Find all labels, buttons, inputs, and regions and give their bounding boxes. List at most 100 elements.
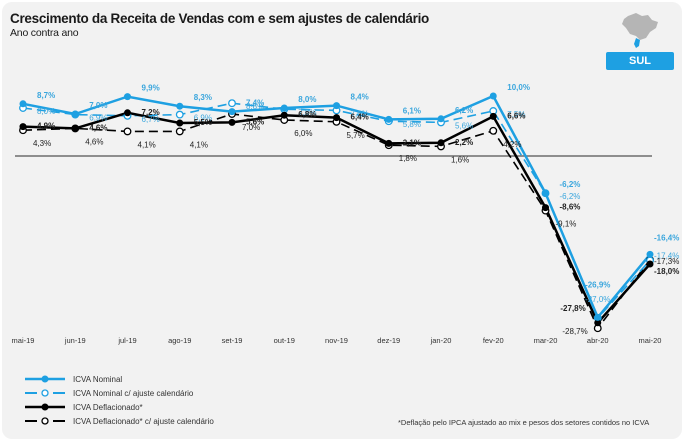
data-label: 9,9% [142,84,160,93]
data-label: 2,1% [403,138,421,147]
data-label: 6,1% [403,106,421,115]
chart-title: Crescimento da Receita de Vendas com e s… [10,11,429,26]
data-label: 7,4% [246,99,264,108]
data-point [175,110,184,119]
data-label: -17,3% [654,257,679,266]
data-point [228,118,236,126]
legend-label: ICVA Deflacionado* c/ ajuste calendário [73,416,214,426]
x-tick-label: jan-20 [430,336,452,345]
data-point [71,110,79,118]
data-point [333,102,340,110]
data-label: 8,4% [351,93,369,102]
data-point [176,119,184,127]
x-tick-label: jul-19 [117,336,136,345]
data-point [333,114,340,122]
x-tick-label: mai-19 [12,336,35,345]
legend-label: ICVA Nominal [73,374,123,384]
brazil-map-icon [622,13,658,48]
data-label: 6,0% [294,129,312,138]
data-point [489,92,497,100]
data-label: 6,2% [455,106,473,115]
data-label: -27,0% [585,295,610,304]
data-label: -17,4% [654,251,679,260]
data-label: 1,6% [451,155,469,164]
data-label: 4,6% [85,137,103,146]
series-line [22,94,651,320]
region-badge: SUL [606,52,674,70]
data-point [385,115,393,123]
legend-swatch-solid-filled [25,375,65,383]
data-point [437,139,445,147]
data-label: -26,9% [585,280,610,289]
data-point [175,127,184,136]
legend-label: ICVA Deflacionado* [73,402,143,412]
data-label: 5,8% [403,120,421,129]
data-label: 4,2% [503,140,521,149]
data-point [228,99,236,108]
series-line [22,102,651,320]
data-label: 6,6% [507,111,525,120]
data-label: 8,7% [37,91,55,100]
data-label: -6,2% [560,180,581,189]
data-label: 7,8% [298,108,316,117]
x-tick-label: abr-20 [587,336,609,345]
data-point [489,126,498,135]
data-point [385,139,393,147]
data-label: 7,0% [89,101,107,110]
data-point [594,319,602,327]
data-label: -28,7% [562,327,587,336]
legend-item-deflacionado: ICVA Deflacionado* [25,400,214,414]
data-label: 6,9% [89,114,107,123]
data-label: 5,5% [194,118,212,127]
data-point [19,123,27,131]
data-label: -27,8% [560,304,585,313]
legend-swatch-solid-filled [25,403,65,411]
x-tick-label: dez-19 [377,336,400,345]
data-label: 4,6% [89,123,107,132]
x-tick-label: jun-19 [64,336,86,345]
data-point [646,250,654,258]
chart-panel [2,2,682,439]
legend-item-nominal-ajuste: ICVA Nominal c/ ajuste calendário [25,386,214,400]
data-label: 6,4% [351,113,369,122]
data-point [489,112,497,120]
footnote: *Deflação pelo IPCA ajustado ao mix e pe… [398,418,650,427]
chart-subtitle: Ano contra ano [10,27,79,39]
data-label: 5,6% [455,121,473,130]
data-label: 4,3% [33,139,51,148]
data-label: 8,0% [298,95,316,104]
legend-swatch-dashed-open [25,417,65,425]
data-point [228,108,236,116]
data-label: 4,1% [190,140,208,149]
x-tick-label: mai-20 [639,336,662,345]
region-indicator: SUL [606,10,674,72]
data-point [123,127,132,136]
data-label: 8,3% [194,93,212,102]
data-label: 6,7% [142,115,160,124]
data-label: 7,0% [242,123,260,132]
data-label: 5,7% [347,131,365,140]
x-tick-label: fev-20 [483,336,504,345]
x-tick-label: ago-19 [168,336,191,345]
x-tick-label: nov-19 [325,336,348,345]
legend-swatch-dashed-open [25,389,65,397]
data-label: 4,9% [37,122,55,131]
data-label: 1,8% [399,154,417,163]
data-label: 6,9% [194,114,212,123]
data-label: 5,6% [246,117,264,126]
data-label: 2,2% [455,138,473,147]
data-point [542,204,549,212]
data-point [280,111,288,119]
data-point [176,102,184,110]
x-tick-label: out-19 [274,336,295,345]
data-label: 4,1% [138,140,156,149]
data-label: 8,0% [37,107,55,116]
data-label: 6,8% [298,110,316,119]
data-point [646,260,654,268]
legend-label: ICVA Nominal c/ ajuste calendário [73,388,194,398]
data-label: 7,5% [507,110,525,119]
data-label: -8,6% [560,203,581,212]
data-label: -6,2% [560,192,581,201]
data-point [280,104,288,112]
